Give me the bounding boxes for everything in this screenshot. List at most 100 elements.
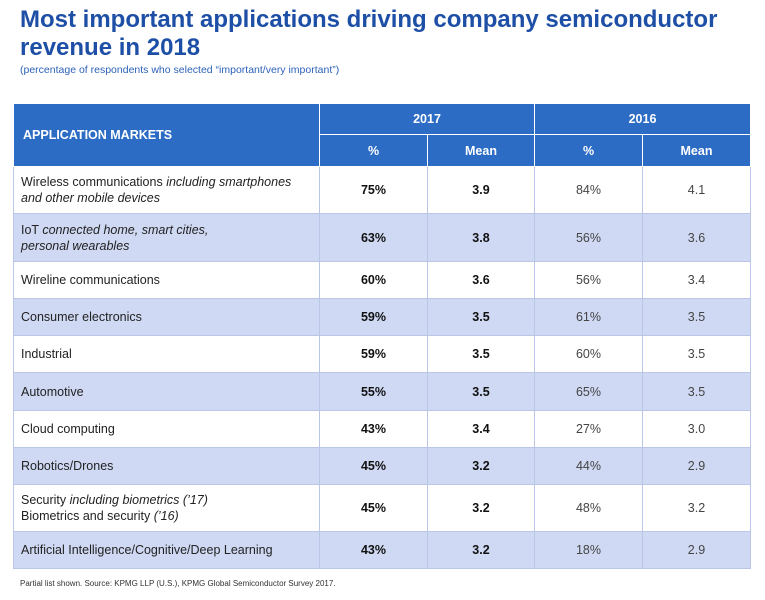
pct-2017-cell: 43%: [319, 410, 428, 448]
application-name-cell: Artificial Intelligence/Cognitive/Deep L…: [13, 531, 320, 569]
mean-2016-cell: 3.6: [642, 213, 751, 262]
table-row: Artificial Intelligence/Cognitive/Deep L…: [13, 531, 751, 569]
pct-2016-cell: 56%: [534, 213, 643, 262]
subheader-pct-2017: %: [319, 134, 428, 167]
table-row: Cloud computing 43% 3.4 27% 3.0: [13, 410, 751, 448]
table-row: Wireless communications including smartp…: [13, 166, 751, 214]
table-row: Industrial 59% 3.5 60% 3.5: [13, 335, 751, 373]
application-detail-2: personal wearables: [21, 238, 130, 253]
application-name-line: Automotive: [21, 384, 311, 400]
mean-2017-cell: 3.5: [427, 298, 535, 336]
application-name-line: Consumer electronics: [21, 309, 311, 325]
mean-2017-cell: 3.2: [427, 484, 535, 532]
application-name-cell: Consumer electronics: [13, 298, 320, 336]
application-detail: including biometrics (’17): [69, 493, 208, 507]
pct-2017-cell: 55%: [319, 372, 428, 411]
application-name-cell: Wireless communications including smartp…: [13, 166, 320, 214]
application-name-cell: Cloud computing: [13, 410, 320, 448]
pct-2016-cell: 56%: [534, 261, 643, 299]
row-header-application-markets: APPLICATION MARKETS: [13, 103, 320, 167]
table-row: IoT connected home, smart cities, persona…: [13, 213, 751, 262]
application-name: Robotics/Drones: [21, 459, 114, 473]
mean-2016-cell: 3.4: [642, 261, 751, 299]
pct-2016-cell: 27%: [534, 410, 643, 448]
pct-2017-cell: 59%: [319, 335, 428, 373]
mean-2016-cell: 3.5: [642, 298, 751, 336]
application-name: Cloud computing: [21, 422, 115, 436]
table-row: Automotive 55% 3.5 65% 3.5: [13, 372, 751, 411]
application-name-cell: Security including biometrics (’17) Biome…: [13, 484, 320, 532]
pct-2017-cell: 45%: [319, 484, 428, 532]
application-name: Wireline communications: [21, 273, 160, 287]
pct-2016-cell: 44%: [534, 447, 643, 485]
pct-2017-cell: 59%: [319, 298, 428, 336]
subheader-pct-2016: %: [534, 134, 643, 167]
mean-2016-cell: 3.5: [642, 372, 751, 411]
application-detail-suffix: (’16): [153, 509, 179, 523]
application-name: Wireless communications: [21, 175, 163, 189]
mean-2017-cell: 3.2: [427, 447, 535, 485]
application-name-line-2: personal wearables: [21, 238, 311, 254]
pct-2017-cell: 60%: [319, 261, 428, 299]
pct-2017-cell: 75%: [319, 166, 428, 214]
table-row: Consumer electronics 59% 3.5 61% 3.5: [13, 298, 751, 336]
application-name: Consumer electronics: [21, 310, 142, 324]
application-name-cell: IoT connected home, smart cities, persona…: [13, 213, 320, 262]
year-header-2016: 2016: [534, 103, 751, 135]
mean-2016-cell: 2.9: [642, 531, 751, 569]
application-name-line: Security including biometrics (’17): [21, 492, 311, 508]
application-name: Industrial: [21, 347, 72, 361]
application-name-line: Industrial: [21, 346, 311, 362]
table-row: Wireline communications 60% 3.6 56% 3.4: [13, 261, 751, 299]
pct-2016-cell: 61%: [534, 298, 643, 336]
pct-2017-cell: 63%: [319, 213, 428, 262]
table-body: Wireless communications including smartp…: [13, 166, 751, 569]
application-name-line: Wireline communications: [21, 272, 311, 288]
application-name-line: Artificial Intelligence/Cognitive/Deep L…: [21, 542, 311, 558]
pct-2017-cell: 45%: [319, 447, 428, 485]
application-name-line: IoT connected home, smart cities,: [21, 222, 311, 238]
pct-2017-cell: 43%: [319, 531, 428, 569]
application-name-line-2: Biometrics and security (’16): [21, 508, 311, 524]
subheader-mean-2016: Mean: [642, 134, 751, 167]
application-detail: connected home, smart cities,: [42, 222, 209, 237]
pct-2016-cell: 48%: [534, 484, 643, 532]
application-detail-2: Biometrics and security: [21, 509, 151, 523]
application-name: Automotive: [21, 384, 84, 399]
mean-2017-cell: 3.6: [427, 261, 535, 299]
application-detail: including smartphones: [166, 175, 292, 189]
mean-2017-cell: 3.5: [427, 372, 535, 411]
data-table: APPLICATION MARKETS 2017 2016 % Mean % M…: [13, 103, 751, 569]
chart-title: Most important applications driving comp…: [20, 6, 718, 61]
application-name-line: Wireless communications including smartp…: [21, 174, 311, 190]
application-name-cell: Robotics/Drones: [13, 447, 320, 485]
pct-2016-cell: 84%: [534, 166, 643, 214]
application-name: Security: [21, 493, 67, 507]
pct-2016-cell: 18%: [534, 531, 643, 569]
mean-2016-cell: 3.2: [642, 484, 751, 532]
year-header-2017: 2017: [319, 103, 535, 135]
application-name: Artificial Intelligence/Cognitive/Deep L…: [21, 543, 273, 557]
mean-2017-cell: 3.5: [427, 335, 535, 373]
mean-2016-cell: 2.9: [642, 447, 751, 485]
mean-2016-cell: 4.1: [642, 166, 751, 214]
subheader-mean-2017: Mean: [427, 134, 535, 167]
footnote: Partial list shown. Source: KPMG LLP (U.…: [20, 579, 336, 588]
mean-2017-cell: 3.9: [427, 166, 535, 214]
application-name-cell: Automotive: [13, 372, 320, 411]
application-detail-2: and other mobile devices: [21, 191, 160, 205]
application-name: IoT: [21, 222, 39, 237]
mean-2017-cell: 3.2: [427, 531, 535, 569]
application-name-cell: Industrial: [13, 335, 320, 373]
mean-2017-cell: 3.8: [427, 213, 535, 262]
application-name-line-2: and other mobile devices: [21, 190, 311, 206]
application-name-cell: Wireline communications: [13, 261, 320, 299]
table-row: Robotics/Drones 45% 3.2 44% 2.9: [13, 447, 751, 485]
mean-2016-cell: 3.0: [642, 410, 751, 448]
chart-subtitle: (percentage of respondents who selected …: [20, 64, 340, 76]
table-row: Security including biometrics (’17) Biome…: [13, 484, 751, 532]
mean-2017-cell: 3.4: [427, 410, 535, 448]
application-name-line: Robotics/Drones: [21, 458, 311, 474]
mean-2016-cell: 3.5: [642, 335, 751, 373]
pct-2016-cell: 60%: [534, 335, 643, 373]
